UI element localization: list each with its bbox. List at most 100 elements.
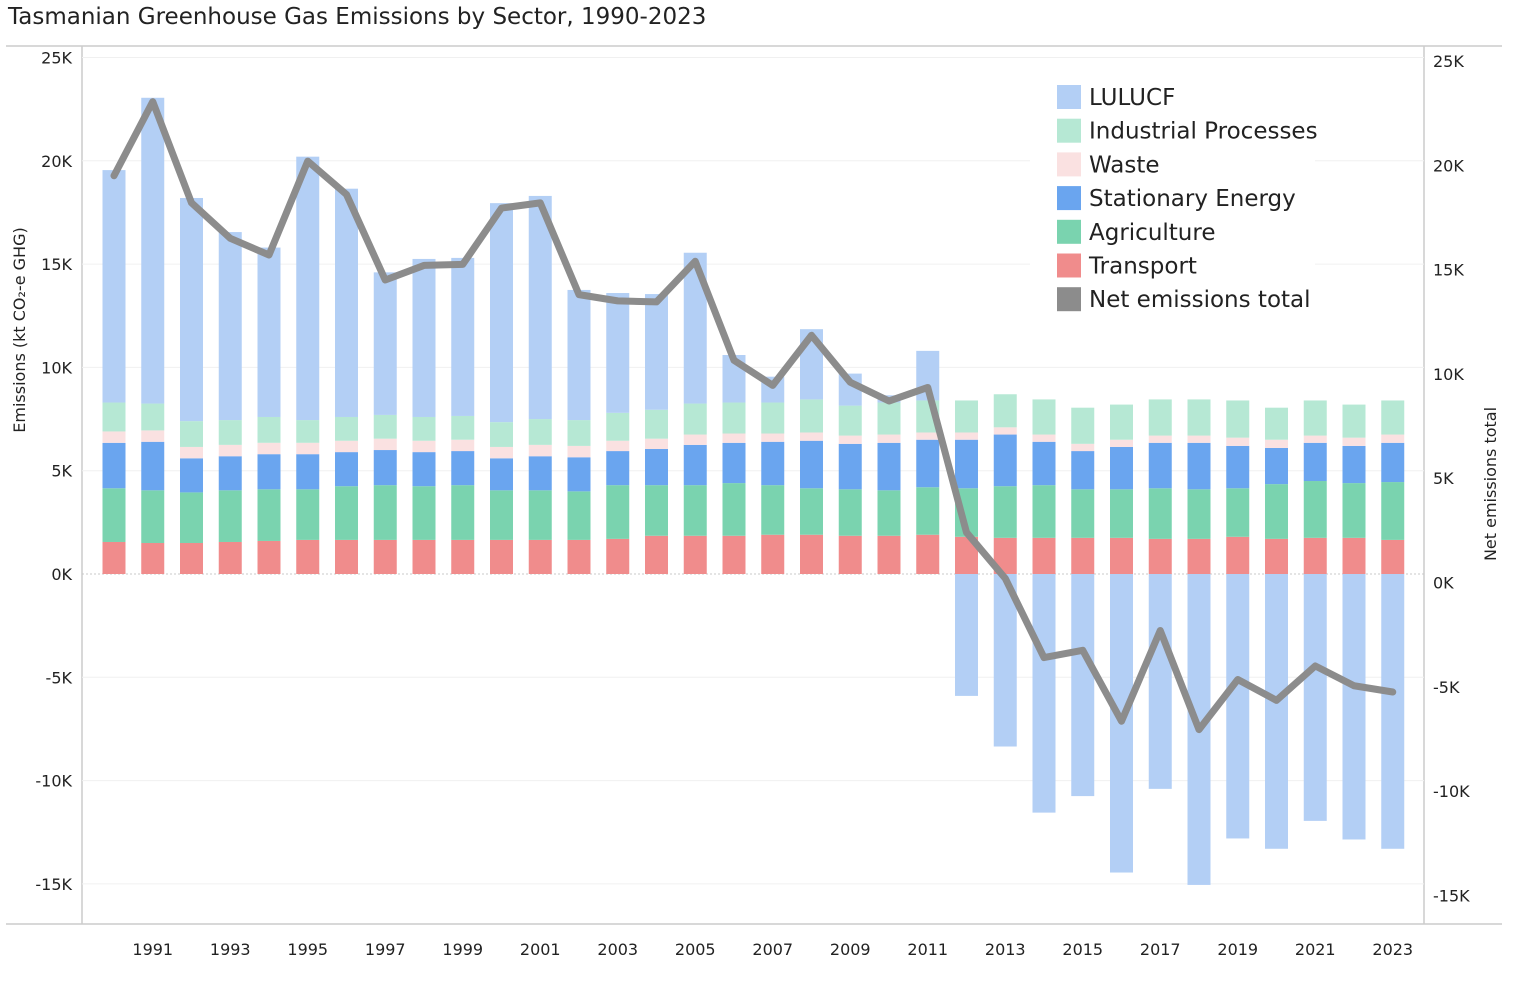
bar-transport-2023 [1381, 539, 1405, 574]
bar-lulucf-1997 [373, 272, 397, 415]
bar-agriculture-2020 [1265, 484, 1288, 539]
legend-label-stationary-energy: Stationary Energy [1089, 186, 1296, 212]
bar-agriculture-2010 [877, 490, 901, 536]
bar-industrial-processes-2014 [1032, 399, 1056, 435]
bar-waste-2012 [955, 432, 978, 440]
x-tick-label: 1991 [132, 940, 173, 959]
legend-swatch-net-emissions-total [1057, 287, 1081, 312]
bar-waste-2011 [916, 432, 940, 440]
bar-industrial-processes-2007 [761, 402, 785, 434]
x-tick-label: 2019 [1217, 940, 1258, 959]
bar-waste-2002 [567, 445, 591, 458]
bar-industrial-processes-2009 [838, 405, 862, 436]
bar-stationary-energy-2012 [955, 439, 978, 489]
bar-stationary-energy-2016 [1110, 446, 1133, 490]
y-tick-label: 20K [41, 152, 72, 171]
bar-lulucf-2005 [683, 252, 707, 404]
bar-industrial-processes-1997 [373, 414, 397, 439]
bar-stationary-energy-2020 [1265, 447, 1288, 485]
y2-tick-label: 10K [1433, 365, 1464, 384]
bar-agriculture-2004 [645, 485, 668, 536]
y2-tick-label: 15K [1433, 261, 1464, 280]
bar-stationary-energy-2022 [1342, 445, 1366, 484]
bar-transport-2010 [877, 535, 901, 574]
bar-agriculture-2002 [567, 491, 591, 540]
bar-transport-2008 [800, 534, 823, 574]
bar-lulucf-2015 [1071, 574, 1095, 797]
bar-agriculture-1997 [373, 485, 397, 540]
bar-transport-1993 [218, 541, 242, 574]
bar-stationary-energy-1991 [141, 441, 165, 491]
bar-transport-2001 [528, 539, 552, 574]
y-tick-label: 0K [51, 565, 72, 584]
y2-tick-label: 20K [1433, 156, 1464, 175]
y-tick-label: 25K [41, 49, 72, 68]
y2-tick-label: -5K [1433, 678, 1460, 697]
bar-stationary-energy-2006 [722, 442, 746, 484]
bar-industrial-processes-2012 [955, 400, 978, 433]
bar-lulucf-1990 [102, 170, 126, 403]
bar-industrial-processes-2021 [1303, 400, 1327, 436]
x-tick-label: 2023 [1372, 940, 1413, 959]
bar-stationary-energy-2018 [1187, 442, 1211, 490]
bar-stationary-energy-1990 [102, 442, 126, 489]
bar-lulucf-2014 [1032, 574, 1056, 813]
bar-waste-2015 [1071, 443, 1095, 452]
bar-agriculture-2016 [1110, 489, 1133, 538]
legend-swatch-waste [1057, 152, 1081, 177]
bar-agriculture-2005 [683, 485, 707, 536]
bar-industrial-processes-1991 [141, 403, 165, 431]
bar-lulucf-2013 [993, 574, 1017, 747]
bar-stationary-energy-2013 [993, 434, 1017, 487]
y-tick-label: -10K [35, 772, 72, 791]
bar-transport-2009 [838, 535, 862, 574]
legend-label-transport: Transport [1088, 254, 1197, 280]
bar-agriculture-2019 [1226, 488, 1250, 537]
bar-lulucf-2017 [1148, 574, 1172, 789]
bar-transport-2019 [1226, 536, 1250, 574]
bar-industrial-processes-1993 [218, 420, 242, 445]
bar-lulucf-2019 [1226, 574, 1250, 839]
bar-lulucf-2021 [1303, 574, 1327, 821]
bar-waste-2008 [800, 432, 823, 441]
bar-transport-1992 [180, 543, 203, 574]
legend-label-net-emissions-total: Net emissions total [1089, 287, 1311, 313]
bar-industrial-processes-2017 [1148, 399, 1172, 436]
y-tick-label: 15K [41, 255, 72, 274]
bar-waste-2020 [1265, 439, 1288, 448]
bar-waste-2019 [1226, 437, 1250, 446]
bar-transport-2005 [683, 535, 707, 574]
bar-stationary-energy-2007 [761, 441, 785, 486]
bar-industrial-processes-2006 [722, 402, 746, 434]
bar-industrial-processes-2023 [1381, 400, 1405, 435]
bar-stationary-energy-1992 [180, 458, 203, 493]
bar-agriculture-1991 [141, 490, 165, 544]
bar-stationary-energy-2010 [877, 442, 901, 491]
bar-lulucf-1993 [218, 232, 242, 421]
bar-waste-2001 [528, 444, 552, 457]
bar-stationary-energy-1995 [296, 454, 320, 490]
bar-transport-1995 [296, 539, 320, 574]
bar-industrial-processes-2003 [606, 412, 630, 441]
bar-agriculture-2018 [1187, 489, 1211, 539]
chart-title: Tasmanian Greenhouse Gas Emissions by Se… [8, 4, 707, 30]
bar-lulucf-1991 [141, 97, 165, 404]
bar-agriculture-2007 [761, 485, 785, 535]
bar-transport-2021 [1303, 537, 1327, 574]
bar-agriculture-2001 [528, 490, 552, 540]
bar-industrial-processes-1995 [296, 420, 320, 443]
bar-agriculture-1998 [412, 486, 436, 540]
bar-transport-2015 [1071, 537, 1095, 574]
x-tick-label: 2011 [907, 940, 948, 959]
bar-transport-2020 [1265, 538, 1288, 574]
legend-label-lulucf: LULUCF [1089, 85, 1175, 111]
x-tick-label: 2013 [985, 940, 1026, 959]
bar-waste-1993 [218, 444, 242, 457]
bar-agriculture-1999 [451, 485, 475, 540]
bar-transport-2014 [1032, 537, 1056, 574]
bar-lulucf-2003 [606, 293, 630, 413]
legend-swatch-stationary-energy [1057, 186, 1081, 211]
y2-axis-title: Net emissions total [1481, 407, 1500, 561]
bar-lulucf-1994 [257, 247, 281, 417]
legend-label-agriculture: Agriculture [1089, 220, 1216, 246]
